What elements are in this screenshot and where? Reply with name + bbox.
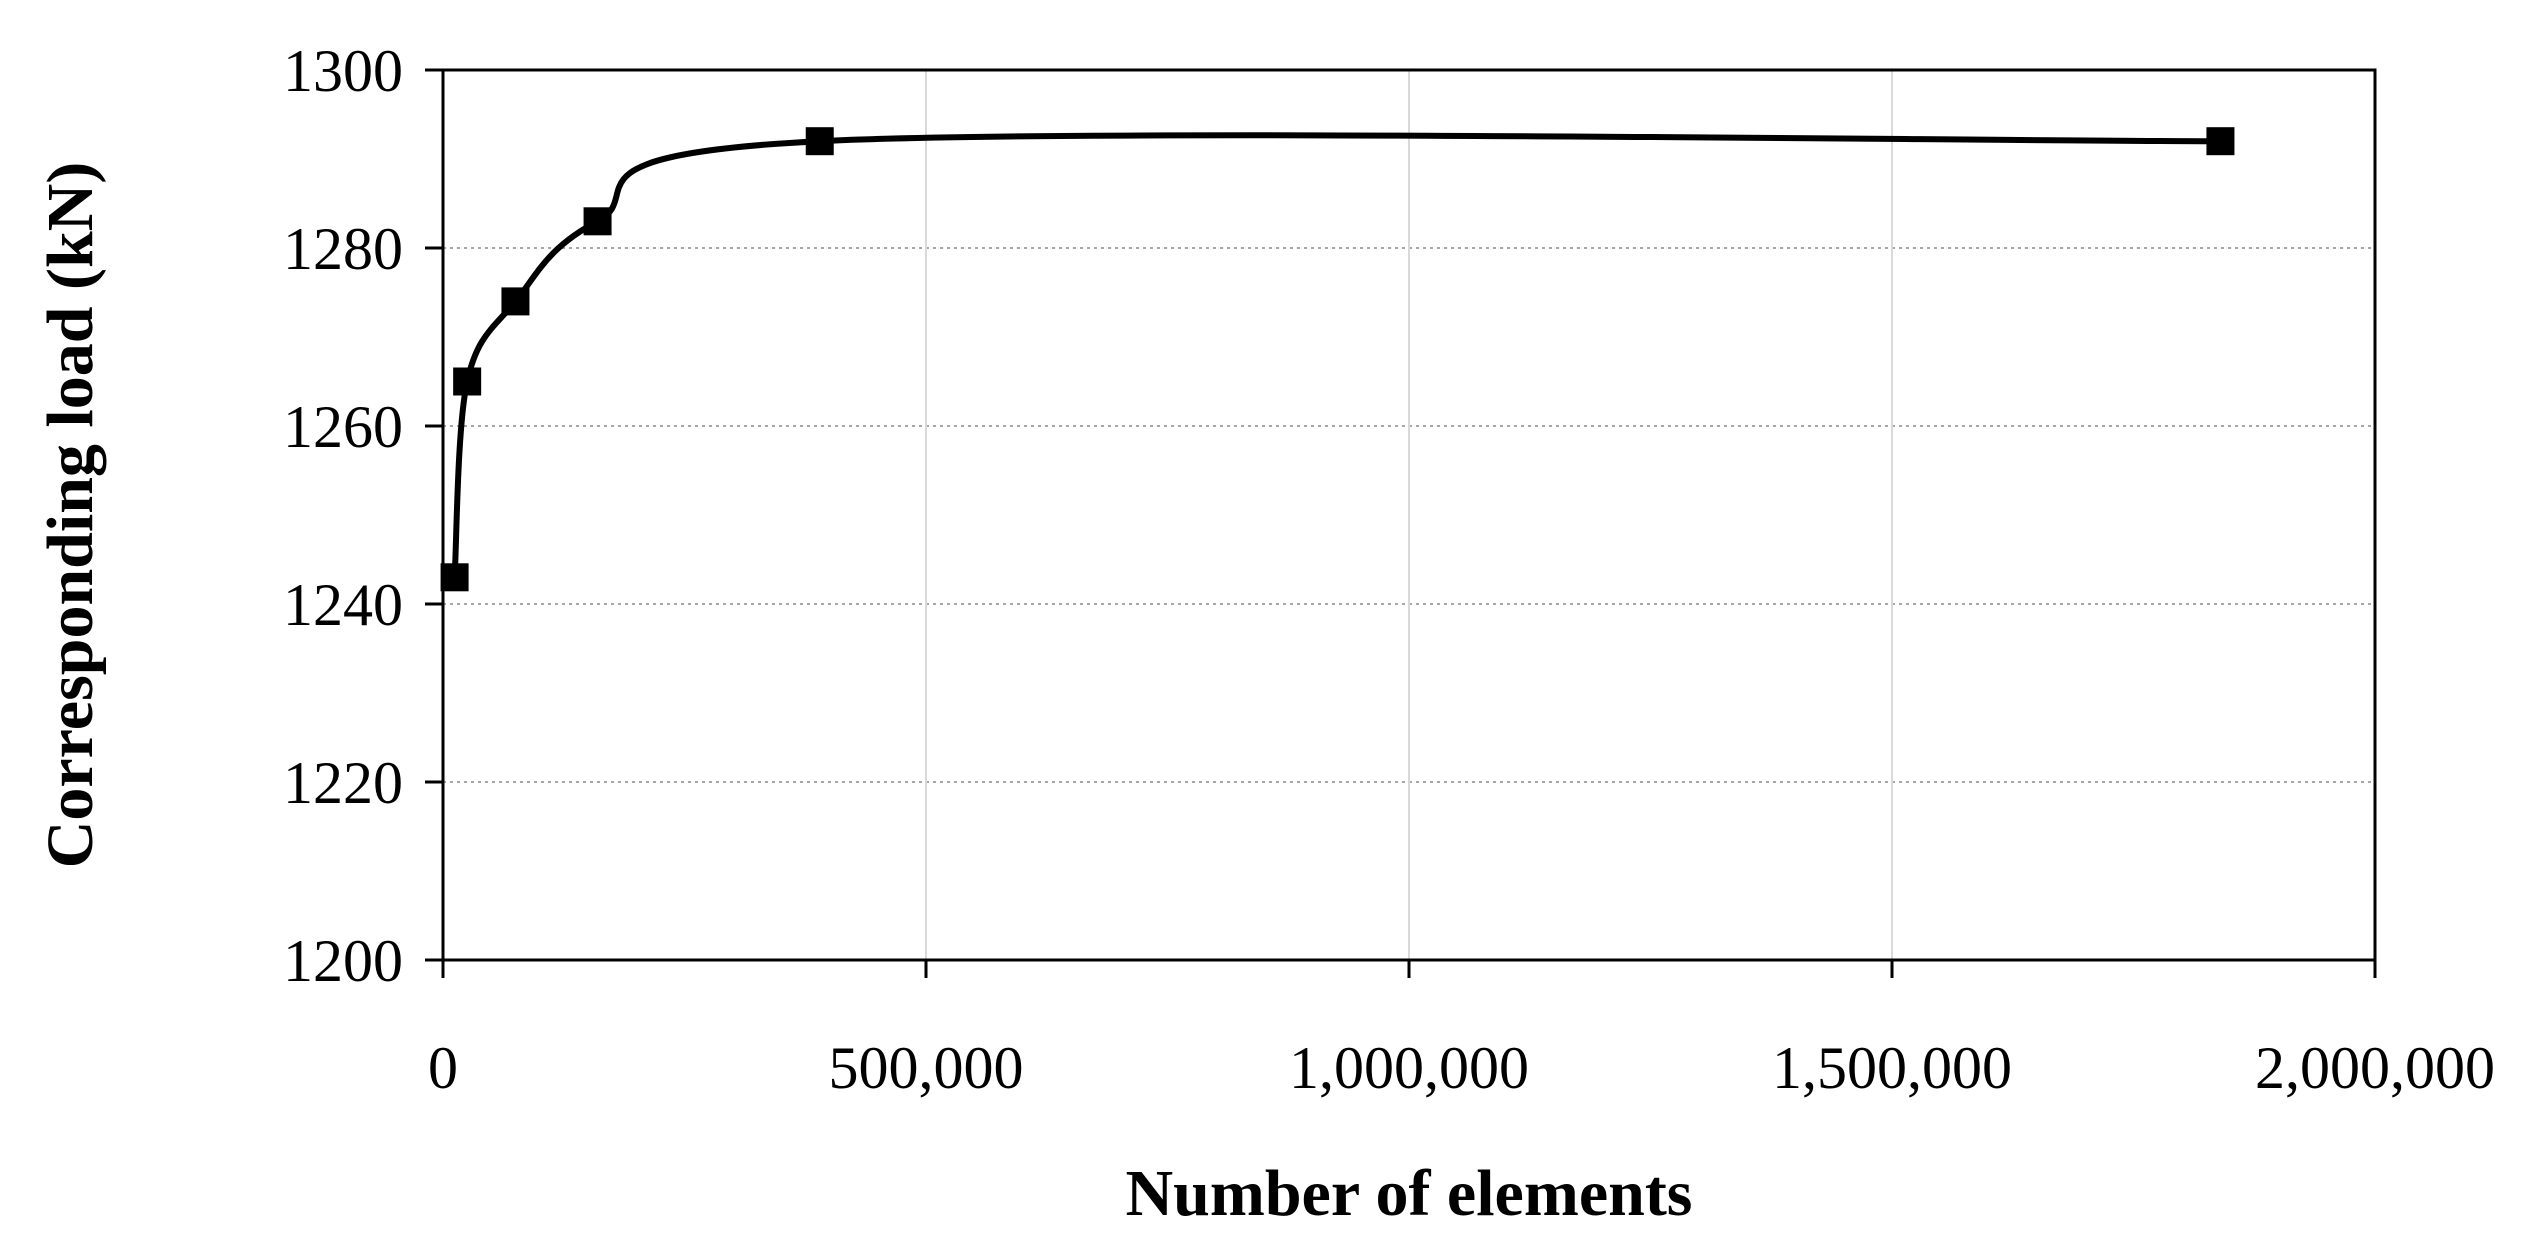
grid	[443, 70, 2375, 960]
x-axis-title: Number of elements	[1126, 1157, 1693, 1230]
y-tick-label: 1300	[283, 38, 403, 104]
data-point-2	[501, 287, 530, 316]
y-tick-label: 1260	[283, 394, 403, 460]
x-axis-tick-labels: 0 500,000 1,000,000 1,500,000 2,000,000	[428, 1035, 2495, 1101]
y-tick-label: 1280	[283, 216, 403, 282]
x-tick-label: 0	[428, 1035, 458, 1101]
y-tick-label: 1220	[283, 750, 403, 816]
x-tick-label: 2,000,000	[2255, 1035, 2495, 1101]
y-tick-label: 1240	[283, 572, 403, 638]
x-axis-ticks	[441, 960, 2377, 978]
x-tick-label: 1,500,000	[1772, 1035, 2012, 1101]
data-point-4	[805, 127, 834, 156]
y-tick-label: 1200	[283, 928, 403, 994]
y-axis-title: Corresponding load (kN)	[34, 162, 107, 869]
data-point-0	[440, 563, 469, 592]
series-markers	[440, 127, 2235, 592]
series-line	[451, 132, 2224, 581]
y-axis-ticks	[425, 68, 443, 962]
data-point-5	[2206, 127, 2235, 156]
x-tick-label: 500,000	[829, 1035, 1024, 1101]
y-axis-tick-labels: 1200 1220 1240 1260 1280 1300	[283, 38, 403, 994]
x-tick-label: 1,000,000	[1289, 1035, 1529, 1101]
data-point-3	[583, 207, 612, 236]
data-point-1	[453, 367, 482, 396]
